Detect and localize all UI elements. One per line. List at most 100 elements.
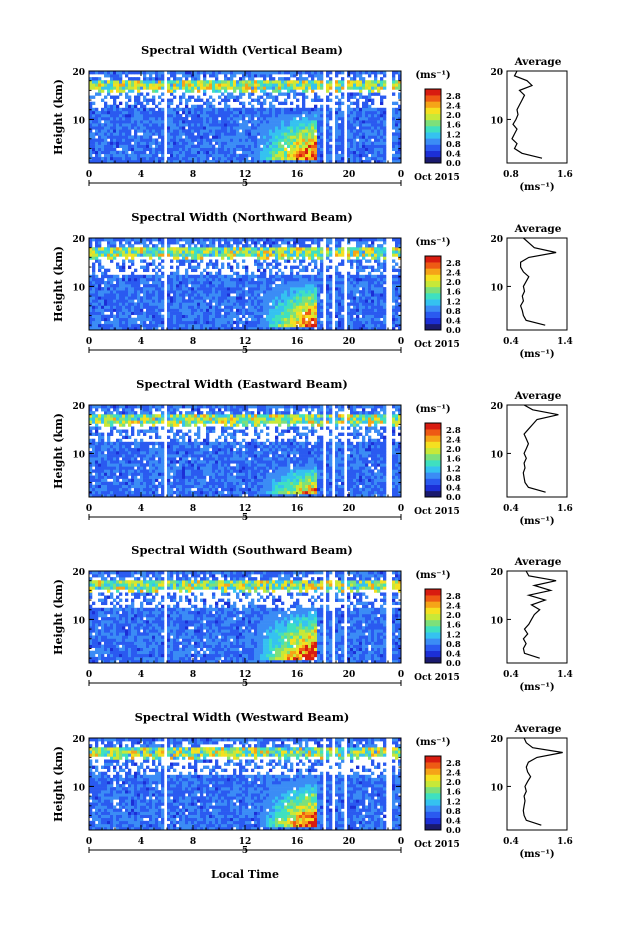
heatmap-cell	[179, 117, 182, 120]
heatmap-cell	[116, 80, 119, 83]
heatmap-cell	[113, 135, 116, 138]
heatmap-cell	[98, 151, 101, 154]
heatmap-cell	[215, 83, 218, 86]
heatmap-cell	[95, 151, 98, 154]
heatmap-cell	[194, 126, 197, 129]
heatmap-cell	[230, 157, 233, 160]
heatmap-cell	[92, 77, 95, 80]
heatmap-cell	[134, 99, 137, 102]
heatmap-cell	[161, 117, 164, 120]
heatmap-cell	[233, 129, 236, 132]
heatmap-cell	[155, 123, 158, 126]
heatmap-cell	[140, 111, 143, 114]
heatmap-cell	[233, 108, 236, 111]
heatmap-cell	[149, 123, 152, 126]
heatmap-cell	[152, 138, 155, 141]
heatmap-cell	[176, 151, 179, 154]
heatmap-cell	[197, 157, 200, 160]
heatmap-cell	[149, 77, 152, 80]
heatmap-cell	[107, 154, 110, 157]
heatmap-cell	[122, 138, 125, 141]
heatmap-cell	[98, 145, 101, 148]
heatmap-cell	[167, 108, 170, 111]
heatmap-cell	[134, 86, 137, 89]
heatmap-cell	[152, 86, 155, 89]
heatmap-cell	[95, 80, 98, 83]
heatmap-cell	[194, 114, 197, 117]
heatmap-cell	[104, 86, 107, 89]
heatmap-cell	[110, 80, 113, 83]
heatmap-cell	[203, 126, 206, 129]
heatmap-cell	[176, 135, 179, 138]
heatmap-cell	[140, 151, 143, 154]
heatmap-cell	[185, 86, 188, 89]
heatmap-cell	[146, 111, 149, 114]
heatmap-cell	[176, 148, 179, 151]
heatmap-cell	[122, 89, 125, 92]
heatmap-cell	[134, 96, 137, 99]
heatmap-cell	[134, 132, 137, 135]
heatmap-cell	[179, 71, 182, 74]
heatmap-cell	[137, 145, 140, 148]
heatmap-cell	[128, 108, 131, 111]
heatmap-cell	[197, 135, 200, 138]
heatmap-cell	[137, 83, 140, 86]
heatmap-cell	[146, 129, 149, 132]
heatmap-cell	[221, 126, 224, 129]
heatmap-cell	[206, 114, 209, 117]
heatmap-cell	[134, 117, 137, 120]
heatmap-cell	[185, 154, 188, 157]
heatmap-cell	[95, 83, 98, 86]
heatmap-cell	[233, 151, 236, 154]
heatmap-cell	[125, 135, 128, 138]
heatmap-cell	[98, 132, 101, 135]
heatmap-cell	[185, 99, 188, 102]
heatmap-cell	[143, 80, 146, 83]
heatmap-cell	[197, 154, 200, 157]
heatmap-cell	[95, 126, 98, 129]
heatmap-cell	[107, 111, 110, 114]
heatmap-cell	[182, 74, 185, 77]
heatmap-cell	[107, 151, 110, 154]
heatmap-cell	[125, 114, 128, 117]
heatmap-cell	[215, 142, 218, 145]
heatmap-cell	[128, 89, 131, 92]
heatmap-cell	[122, 120, 125, 123]
heatmap-cell	[152, 102, 155, 105]
heatmap-cell	[107, 80, 110, 83]
heatmap-cell	[155, 148, 158, 151]
heatmap-cell	[143, 145, 146, 148]
heatmap-cell	[176, 71, 179, 74]
heatmap-cell	[182, 86, 185, 89]
heatmap-cell	[119, 83, 122, 86]
heatmap-cell	[206, 126, 209, 129]
heatmap-cell	[101, 111, 104, 114]
heatmap-cell	[158, 86, 161, 89]
heatmap-cell	[119, 108, 122, 111]
heatmap-cell	[170, 132, 173, 135]
heatmap-cell	[167, 135, 170, 138]
heatmap-cell	[98, 138, 101, 141]
heatmap-cell	[227, 135, 230, 138]
heatmap-cell	[212, 74, 215, 77]
heatmap-cell	[149, 132, 152, 135]
heatmap-cell	[128, 105, 131, 108]
heatmap-cell	[167, 86, 170, 89]
heatmap-cell	[182, 71, 185, 74]
heatmap-cell	[182, 132, 185, 135]
heatmap-cell	[110, 138, 113, 141]
heatmap-cell	[152, 154, 155, 157]
heatmap-cell	[101, 151, 104, 154]
heatmap-cell	[200, 86, 203, 89]
heatmap-cell	[167, 126, 170, 129]
heatmap-cell	[158, 108, 161, 111]
heatmap-cell	[188, 142, 191, 145]
heatmap-cell	[188, 145, 191, 148]
heatmap-cell	[191, 123, 194, 126]
heatmap-cell	[200, 148, 203, 151]
heatmap-cell	[185, 71, 188, 74]
heatmap-cell	[185, 132, 188, 135]
heatmap-cell	[125, 83, 128, 86]
heatmap-cell	[95, 148, 98, 151]
heatmap-cell	[230, 96, 233, 99]
